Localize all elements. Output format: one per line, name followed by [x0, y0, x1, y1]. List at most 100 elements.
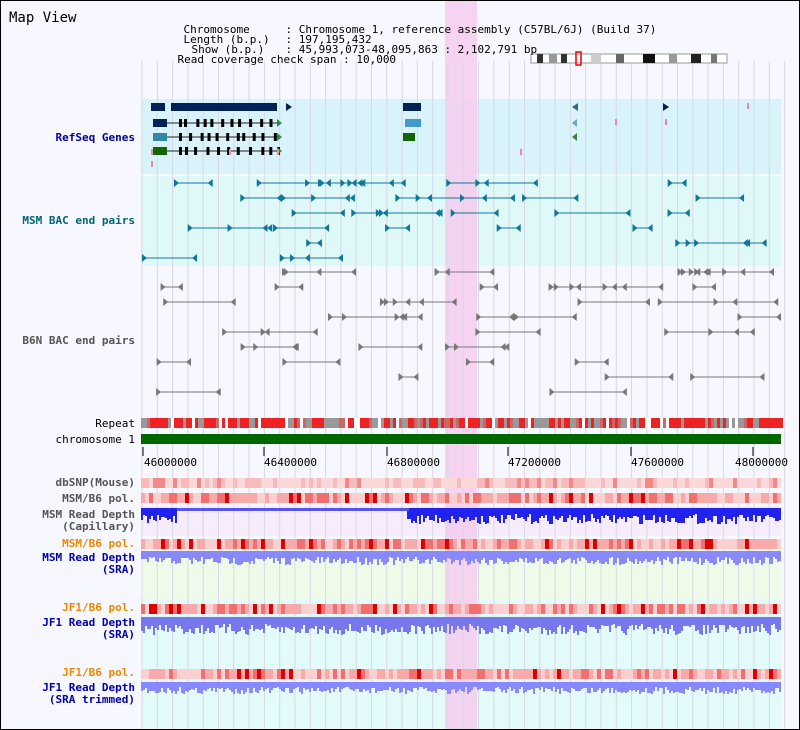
gene-strand-arrow: [572, 103, 578, 111]
read-depth-bar: [753, 551, 755, 557]
polymorphism-cell: [321, 493, 325, 503]
read-depth-bar: [547, 617, 549, 635]
polymorphism-cell: [509, 669, 513, 679]
read-depth-bar: [587, 682, 589, 693]
read-depth-bar: [141, 551, 143, 559]
polymorphism-cell: [413, 604, 417, 614]
track-label-jf1-depth-trimmed-sub: (SRA trimmed): [48, 693, 135, 706]
track-label-jf1-b6-pol-2[interactable]: JF1/B6 pol.: [62, 666, 135, 679]
polymorphism-cell: [201, 493, 205, 503]
gene-marker: [229, 149, 231, 155]
read-depth-bar: [585, 551, 587, 560]
read-depth-bar: [497, 508, 499, 521]
polymorphism-cell: [381, 669, 385, 679]
gene-strand-arrow: [277, 133, 282, 141]
read-depth-bar: [345, 617, 347, 629]
repeat-segment: [435, 418, 438, 428]
read-depth-bar: [373, 682, 375, 688]
polymorphism-cell: [281, 604, 285, 614]
read-depth-bar: [777, 617, 779, 632]
gene-exon: [273, 133, 277, 141]
read-depth-bar: [769, 551, 771, 564]
track-label-jf1-depth-sra[interactable]: JF1 Read Depth: [42, 616, 135, 629]
read-depth-bar: [645, 682, 647, 688]
read-depth-bar: [395, 682, 397, 689]
track-label-msm-bac[interactable]: MSM BAC end pairs: [22, 214, 135, 227]
polymorphism-cell: [329, 493, 333, 503]
length-label: Length (b.p.): [183, 33, 270, 46]
read-depth-bar: [327, 551, 329, 557]
track-label-jf1-depth-trimmed[interactable]: JF1 Read Depth: [42, 681, 135, 694]
polymorphism-cell: [737, 669, 741, 679]
track-label-msm-depth-capillary[interactable]: MSM Read Depth: [42, 508, 135, 521]
read-depth-bar: [261, 551, 263, 559]
polymorphism-cell: [761, 493, 765, 503]
polymorphism-cell: [605, 604, 609, 614]
gene-exon: [236, 147, 240, 155]
read-depth-bar: [207, 682, 209, 689]
track-label-refseq[interactable]: RefSeq Genes: [55, 131, 135, 144]
repeat-segment: [171, 418, 174, 428]
read-depth-bar: [179, 617, 181, 626]
read-depth-bar: [551, 682, 553, 691]
read-depth-bar: [701, 682, 703, 691]
read-depth-bar: [695, 551, 697, 562]
gene-exon: [206, 147, 210, 155]
polymorphism-cell: [589, 478, 593, 488]
read-depth-bar: [465, 617, 467, 630]
polymorphism-cell: [397, 478, 401, 488]
read-depth-bar: [615, 617, 617, 628]
polymorphism-cell: [257, 478, 261, 488]
bac-end-marker: [703, 268, 709, 276]
polymorphism-cell: [609, 669, 613, 679]
polymorphism-cell: [177, 493, 181, 503]
read-depth-bar: [549, 617, 551, 630]
repeat-segment: [561, 418, 564, 428]
polymorphism-cell: [525, 604, 529, 614]
track-label-b6n-bac[interactable]: B6N BAC end pairs: [22, 334, 135, 347]
read-depth-bar: [301, 682, 303, 694]
polymorphism-cell: [389, 669, 393, 679]
polymorphism-cell: [533, 478, 537, 488]
read-depth-bar: [407, 682, 409, 690]
bac-end-marker: [402, 313, 408, 321]
polymorphism-cell: [641, 604, 645, 614]
polymorphism-cell: [365, 539, 369, 549]
repeat-segment: [600, 418, 603, 428]
polymorphism-cell: [337, 604, 341, 614]
bac-end-marker: [446, 179, 452, 187]
read-depth-bar: [381, 551, 383, 562]
read-depth-bar: [669, 551, 671, 562]
track-label-jf1-b6-pol-1[interactable]: JF1/B6 pol.: [62, 601, 135, 614]
read-depth-bar: [643, 617, 645, 630]
read-depth-bar: [225, 682, 227, 689]
read-depth-bar: [571, 551, 573, 563]
repeat-segment: [603, 418, 606, 428]
read-depth-bar: [175, 617, 177, 625]
polymorphism-cell: [369, 493, 373, 503]
track-label-msm-depth-sra[interactable]: MSM Read Depth: [42, 551, 135, 564]
read-depth-bar: [723, 617, 725, 625]
track-label-msm-b6-pol-2[interactable]: MSM/B6 pol.: [62, 537, 135, 550]
read-depth-bar: [433, 551, 435, 557]
bac-end-marker: [227, 224, 233, 232]
polymorphism-cell: [593, 478, 597, 488]
read-depth-bar: [347, 551, 349, 563]
ideogram-position-marker: [575, 51, 582, 66]
read-depth-bar: [481, 551, 483, 560]
read-depth-bar: [629, 551, 631, 561]
read-depth-bar: [453, 508, 455, 519]
read-depth-bar: [333, 682, 335, 692]
track-label-msm-b6-pol-1[interactable]: MSM/B6 pol.: [62, 492, 135, 505]
polymorphism-cell: [565, 493, 569, 503]
polymorphism-cell: [321, 604, 325, 614]
read-depth-bar: [231, 551, 233, 563]
track-label-dbsnp[interactable]: dbSNP(Mouse): [55, 476, 135, 489]
polymorphism-cell: [345, 604, 349, 614]
read-depth-bar: [699, 508, 701, 523]
repeat-segment: [750, 418, 753, 428]
polymorphism-cell: [349, 604, 353, 614]
read-depth-bar: [275, 551, 277, 558]
polymorphism-cell: [365, 669, 369, 679]
